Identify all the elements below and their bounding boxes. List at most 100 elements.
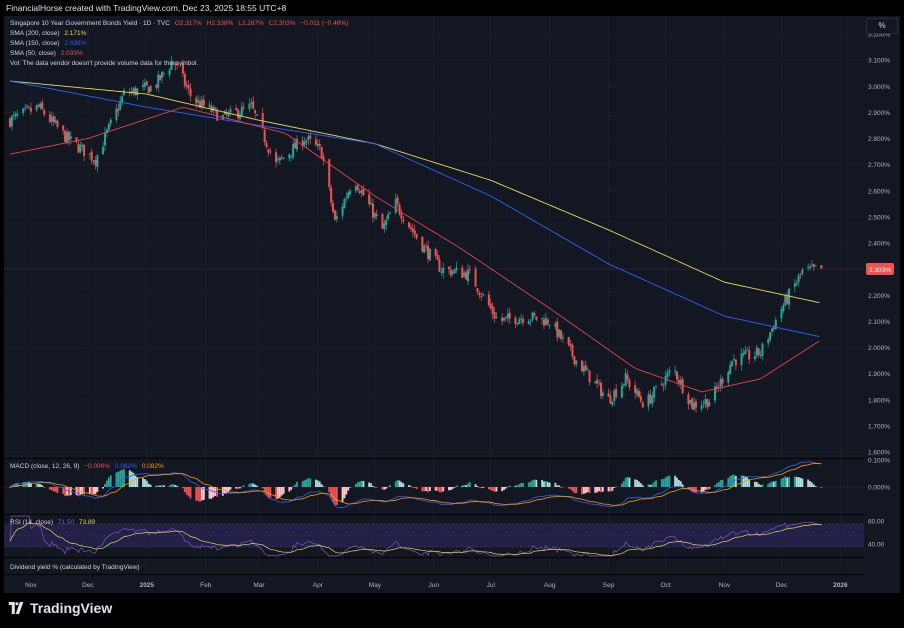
macd-histogram-bar (702, 487, 705, 492)
candle-body (582, 366, 585, 372)
candle-body (267, 148, 270, 153)
macd-histogram-bar (489, 487, 492, 490)
candle-body (263, 129, 266, 143)
macd-histogram-bar (240, 486, 243, 488)
candle-body (88, 153, 91, 155)
candle-body (400, 213, 403, 219)
macd-histogram-bar (248, 484, 251, 487)
macd-histogram-bar (77, 487, 80, 497)
candle-body (75, 137, 78, 143)
candle-body (594, 381, 597, 384)
macd-histogram-bar (360, 480, 363, 487)
candle-body (503, 317, 506, 321)
price-axis[interactable] (864, 16, 900, 593)
candle-body (772, 326, 775, 330)
candle-body (157, 74, 160, 88)
candle-body (305, 140, 308, 143)
candle-body (381, 214, 384, 229)
macd-histogram-bar (516, 485, 519, 487)
candle-body (413, 230, 416, 235)
macd-histogram-bar (655, 480, 657, 487)
macd-histogram-bar (535, 479, 538, 487)
candle-body (383, 223, 386, 229)
macd-histogram-bar (201, 487, 203, 501)
candle-body (28, 107, 31, 108)
y-tick-label: 2.700% (868, 162, 890, 169)
last-price-text: 2.303% (869, 267, 891, 274)
macd-histogram-bar (715, 483, 718, 487)
y-tick-label: 3.100% (868, 58, 890, 65)
candle-body (780, 309, 783, 319)
macd-histogram-bar (429, 487, 431, 491)
candle-body (681, 378, 684, 394)
svg-text:MACD (close, 12, 26, 9): MACD (close, 12, 26, 9) −0.000% 0.082% 0… (10, 463, 164, 470)
candle-body (423, 245, 426, 253)
y-tick-label: 2.900% (868, 110, 890, 117)
macd-histogram-bar (22, 482, 25, 487)
macd-histogram-bar (75, 487, 78, 496)
candle-body (474, 268, 477, 287)
macd-histogram-bar (182, 487, 184, 489)
svg-text:RSI (14, close) 71.50: RSI (14, close) 71.50 73.89 (10, 519, 96, 526)
macd-histogram-bar (212, 487, 215, 498)
percent-toggle-button[interactable]: % (866, 18, 898, 34)
macd-histogram-bar (69, 487, 72, 496)
candle-body (807, 266, 810, 268)
macd-histogram-bar (56, 487, 59, 493)
macd-histogram-bar (242, 485, 245, 487)
macd-histogram-bar (436, 487, 439, 491)
candle-body (797, 275, 800, 283)
candle-body (269, 151, 272, 153)
macd-histogram-bar (170, 484, 173, 487)
macd-histogram-bar (704, 487, 707, 490)
macd-histogram-bar (349, 487, 352, 488)
macd-histogram-bar (254, 484, 257, 487)
candle-body (514, 317, 517, 325)
candle-body (368, 194, 371, 204)
candle-body (290, 155, 293, 157)
candle-body (265, 142, 268, 148)
macd-histogram-bar (748, 480, 751, 487)
candle-body (518, 319, 521, 324)
macd-histogram-bar (558, 485, 561, 487)
candle-body (708, 402, 711, 407)
macd-histogram-bar (263, 487, 266, 493)
candle-body (440, 271, 443, 273)
candle-body (628, 379, 631, 388)
candle-body (143, 82, 146, 87)
x-tick-label: Feb (200, 582, 212, 589)
candle-body (252, 101, 255, 109)
candle-body (396, 197, 399, 204)
macd-histogram-bar (668, 475, 671, 487)
candle-body (438, 259, 441, 272)
macd-v3: 0.082% (142, 463, 164, 470)
macd-histogram-bar (90, 487, 93, 495)
macd-histogram-bar (81, 487, 84, 495)
y-tick-label: 2.600% (868, 188, 890, 195)
candle-body (62, 125, 65, 131)
tradingview-logo-text: TradingView (30, 600, 113, 616)
candle-body (744, 350, 747, 354)
tradingview-logo[interactable]: TradingView (8, 600, 112, 616)
macd-histogram-bar (812, 484, 815, 487)
macd-histogram-bar (801, 478, 804, 487)
time-axis[interactable] (4, 575, 864, 593)
candle-body (35, 105, 38, 111)
macd-histogram-bar (522, 482, 524, 487)
macd-histogram-bar (37, 483, 40, 487)
candle-body (373, 213, 376, 218)
macd-histogram-bar (172, 484, 175, 487)
macd-histogram-bar (282, 487, 285, 494)
candle-body (425, 246, 428, 248)
macd-histogram-bar (41, 485, 44, 487)
candle-body (491, 306, 494, 314)
x-tick-label: Sep (603, 582, 615, 589)
legend-h-value: 2.338% (211, 20, 233, 27)
candle-body (770, 328, 773, 332)
candle-body (107, 123, 110, 131)
macd-histogram-bar (328, 487, 331, 493)
candle-body (558, 329, 561, 337)
macd-histogram-bar (609, 487, 612, 492)
rsi-tick-label: 80.00 (868, 519, 885, 526)
